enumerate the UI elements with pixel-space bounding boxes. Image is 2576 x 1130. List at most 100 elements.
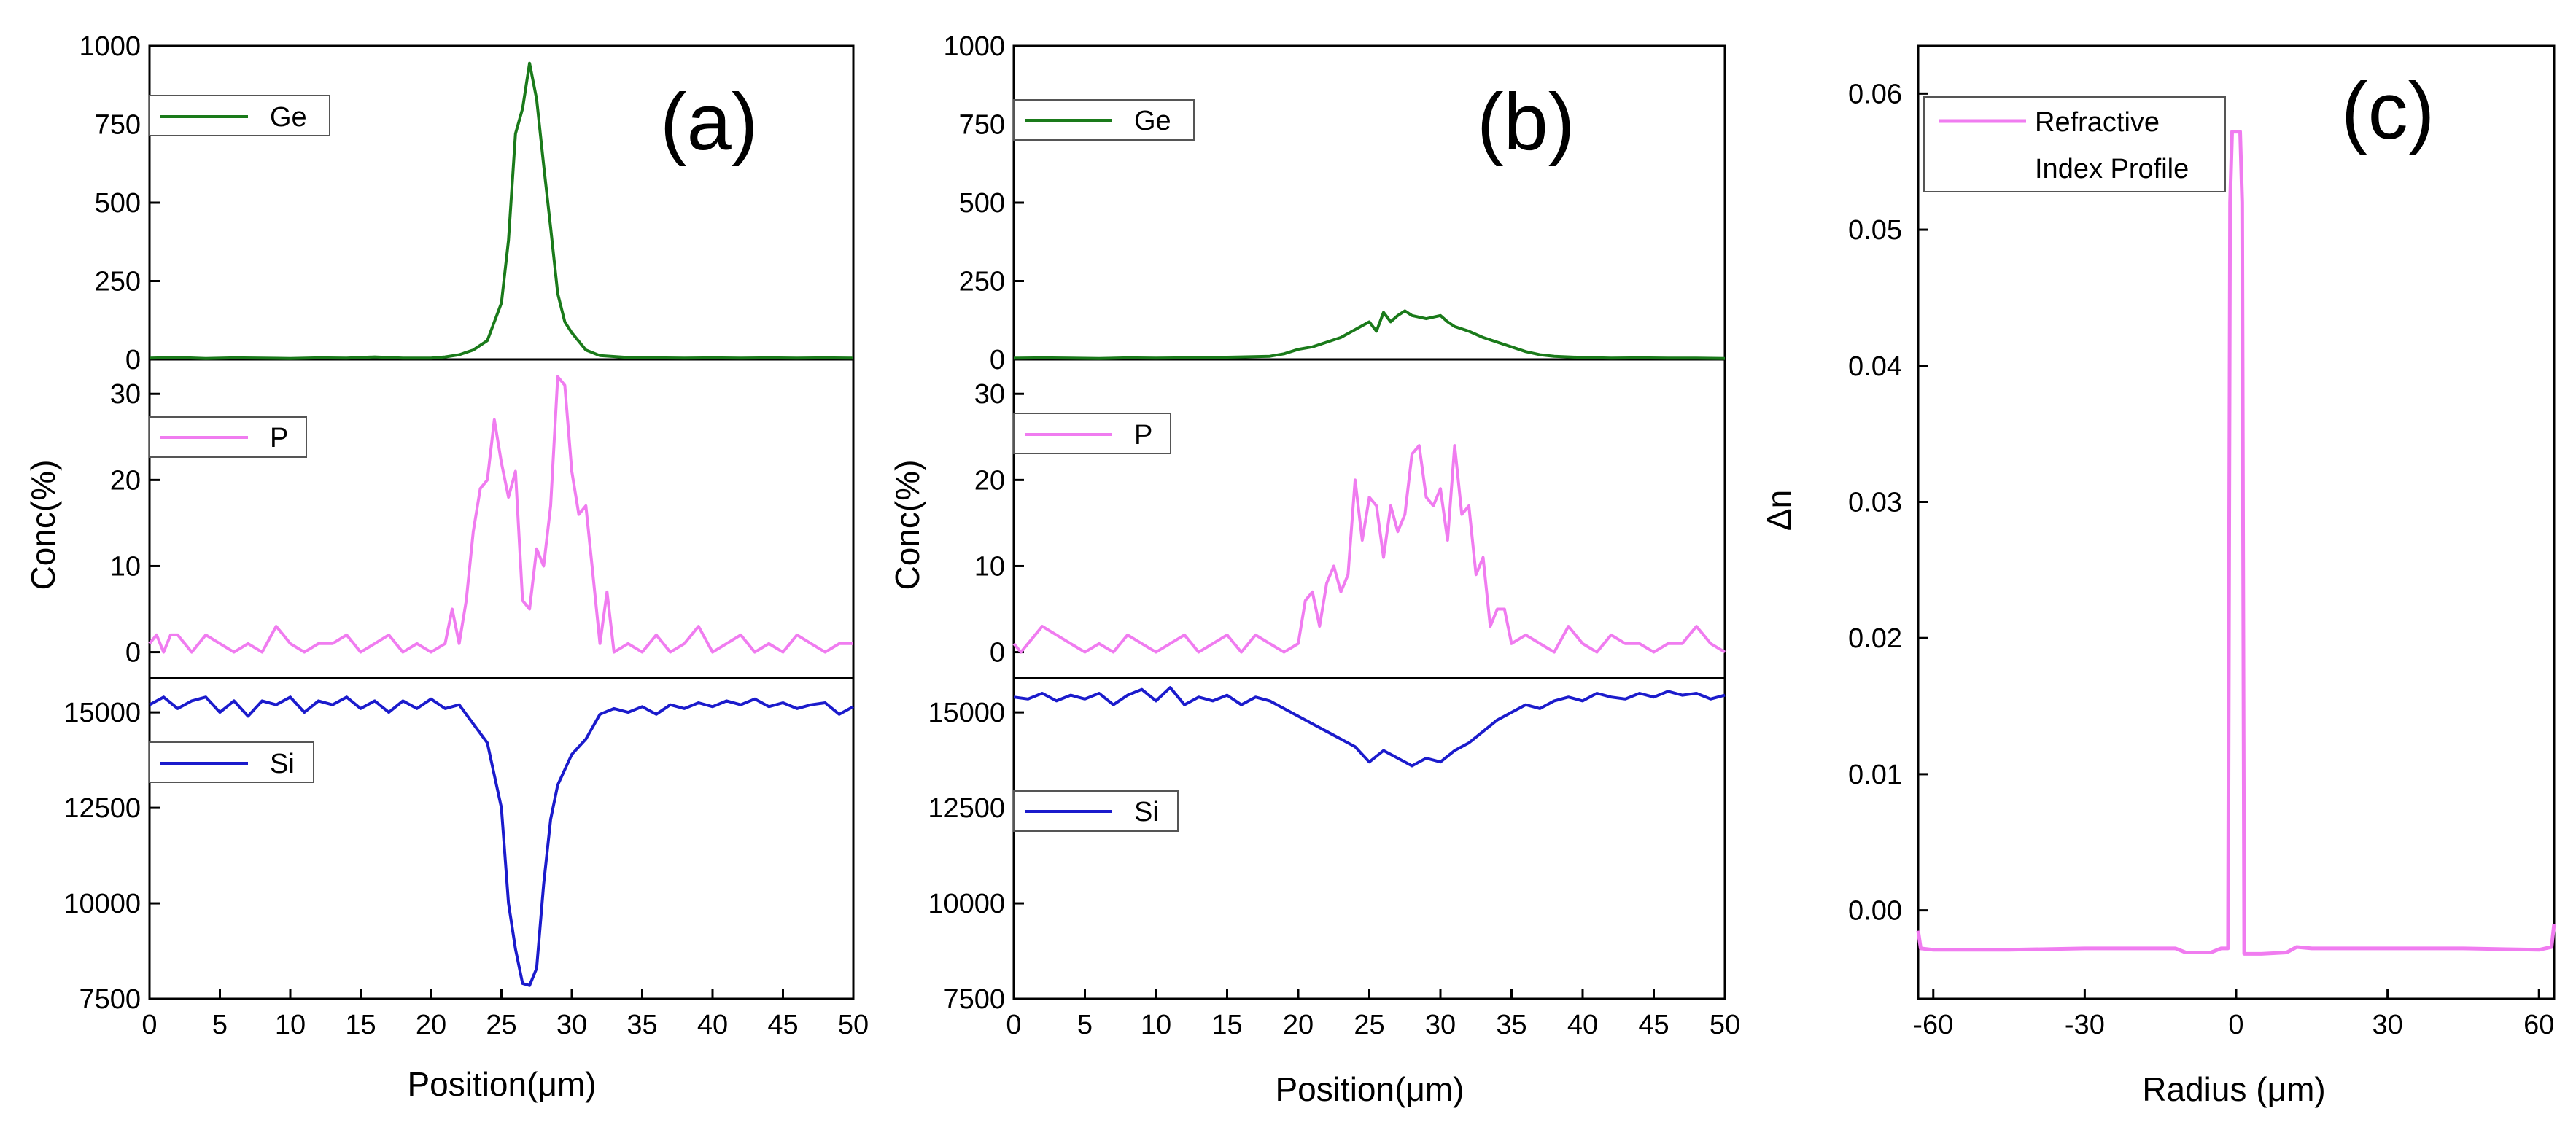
panel-a-si-frame xyxy=(148,677,855,1000)
x-tick-label-b-4: 20 xyxy=(1283,1010,1314,1040)
y-tick-label-b-si-3: 15000 xyxy=(928,698,1005,728)
y-tick-label-a-si-0: 7500 xyxy=(79,984,141,1015)
x-tick-label-c-3: 30 xyxy=(2372,1010,2402,1040)
panel-b-p-legend-label: P xyxy=(1134,420,1152,451)
y-tick-label-c-2: 0.02 xyxy=(1848,623,1902,654)
y-tick-label-b-ge-4: 1000 xyxy=(943,31,1005,62)
panel-a-si-legend-label: Si xyxy=(270,749,295,779)
y-tick-label-c-5: 0.05 xyxy=(1848,215,1902,246)
panel-a-x-ticks: 0 5 10 15 20 25 30 35 40 45 50 xyxy=(141,989,869,1040)
x-tick-label-a-6: 30 xyxy=(556,1010,587,1040)
panel-b: 0250500750100001020307500100001250015000… xyxy=(888,31,1740,1108)
x-tick-label-a-2: 10 xyxy=(275,1010,306,1040)
panel-c-x-ticks: -60 -30 0 30 60 xyxy=(1913,989,2554,1040)
y-tick-label-b-p-1: 10 xyxy=(974,551,1005,582)
y-tick-label-c-1: 0.01 xyxy=(1848,760,1902,790)
panel-a-si-legend: Si xyxy=(149,741,314,783)
x-tick-label-b-3: 15 xyxy=(1211,1010,1242,1040)
x-tick-label-b-6: 30 xyxy=(1425,1010,1456,1040)
x-tick-label-c-0: -60 xyxy=(1913,1010,1953,1040)
panel-c-refractive-index-line xyxy=(1916,130,2556,956)
x-tick-label-c-1: -30 xyxy=(2065,1010,2105,1040)
x-tick-label-a-4: 20 xyxy=(416,1010,446,1040)
panel-a: 0250500750100001020307500100001250015000… xyxy=(24,31,869,1103)
panel-c-y-ticks: 0.00 0.01 0.02 0.03 0.04 0.05 0.06 xyxy=(1848,79,1928,927)
y-tick-label-a-ge-4: 1000 xyxy=(79,31,141,62)
x-tick-label-b-9: 45 xyxy=(1638,1010,1669,1040)
panel-c-legend: Refractive Index Profile xyxy=(1923,96,2226,192)
panel-b-y-title: Conc(%) xyxy=(888,460,926,591)
panel-c-x-title: Radius (μm) xyxy=(2142,1070,2325,1108)
panel-b-p-legend: P xyxy=(1013,413,1171,454)
y-tick-label-b-si-1: 10000 xyxy=(928,889,1005,919)
y-tick-label-a-ge-1: 250 xyxy=(95,267,141,297)
panel-b-si-legend-label: Si xyxy=(1134,797,1159,827)
panel-b-si-legend: Si xyxy=(1013,790,1179,832)
panel-c-legend-box xyxy=(1923,96,2226,192)
y-tick-label-c-3: 0.03 xyxy=(1848,487,1902,518)
panel-b-x-ticks: 0 5 10 15 20 25 30 35 40 45 50 xyxy=(1006,989,1740,1040)
panel-c: 0.00 0.01 0.02 0.03 0.04 0.05 0.06 -60 -30 0 30 60… xyxy=(1760,44,2556,1108)
y-tick-label-a-p-3: 30 xyxy=(110,379,141,410)
panel-c-legend-line-1: Refractive xyxy=(2035,107,2160,138)
y-tick-label-b-ge-2: 500 xyxy=(959,188,1005,219)
x-tick-label-a-5: 25 xyxy=(486,1010,516,1040)
panel-a-p-legend-label: P xyxy=(270,423,288,453)
x-tick-label-b-1: 5 xyxy=(1077,1010,1093,1040)
x-tick-label-c-4: 60 xyxy=(2523,1010,2554,1040)
panel-a-x-title: Position(μm) xyxy=(407,1065,596,1103)
panel-b-ge-legend: Ge xyxy=(1013,99,1195,141)
x-tick-label-a-3: 15 xyxy=(345,1010,376,1040)
panel-b-letter: (b) xyxy=(1477,77,1575,167)
y-tick-label-a-si-1: 10000 xyxy=(63,889,141,919)
panel-b-p-frame xyxy=(1012,358,1726,679)
x-tick-label-b-5: 25 xyxy=(1354,1010,1384,1040)
panel-b-ge-frame xyxy=(1012,44,1726,361)
x-tick-label-b-7: 35 xyxy=(1496,1010,1526,1040)
panel-b-si-frame xyxy=(1012,677,1726,1000)
y-tick-label-a-ge-2: 500 xyxy=(95,188,141,219)
panel-c-letter: (c) xyxy=(2341,66,2435,156)
y-tick-label-a-p-0: 0 xyxy=(125,638,141,669)
x-tick-label-b-2: 10 xyxy=(1141,1010,1171,1040)
y-tick-label-b-si-2: 12500 xyxy=(928,793,1005,824)
x-tick-label-a-0: 0 xyxy=(141,1010,157,1040)
y-tick-label-a-ge-3: 750 xyxy=(95,110,141,141)
panel-a-p-line xyxy=(148,375,853,654)
x-tick-label-a-1: 5 xyxy=(212,1010,228,1040)
panel-a-ge-legend: Ge xyxy=(149,95,330,136)
panel-b-x-title: Position(μm) xyxy=(1275,1070,1464,1108)
panel-c-legend-line-2: Index Profile xyxy=(2035,154,2189,184)
y-tick-label-b-si-0: 7500 xyxy=(943,984,1005,1015)
y-tick-label-a-p-1: 10 xyxy=(110,551,141,582)
x-tick-label-a-10: 50 xyxy=(838,1010,869,1040)
y-tick-label-a-ge-0: 0 xyxy=(125,345,141,375)
y-tick-label-b-ge-3: 750 xyxy=(959,110,1005,141)
y-tick-label-b-p-2: 20 xyxy=(974,465,1005,496)
panel-c-y-title: Δn xyxy=(1760,490,1798,531)
y-tick-label-c-6: 0.06 xyxy=(1848,79,1902,109)
y-tick-label-c-4: 0.04 xyxy=(1848,351,1902,382)
panel-a-ge-legend-label: Ge xyxy=(270,102,307,133)
y-tick-label-a-p-2: 20 xyxy=(110,465,141,496)
x-tick-label-b-8: 40 xyxy=(1567,1010,1598,1040)
x-tick-label-b-10: 50 xyxy=(1710,1010,1740,1040)
y-tick-label-b-ge-0: 0 xyxy=(990,345,1005,375)
panel-b-si-line xyxy=(1013,686,1726,768)
panel-b-ge-legend-label: Ge xyxy=(1134,106,1171,136)
x-tick-label-a-8: 40 xyxy=(697,1010,728,1040)
panel-a-letter: (a) xyxy=(660,77,758,167)
panel-a-p-legend: P xyxy=(149,416,307,458)
panel-b-ge-line xyxy=(1013,309,1726,360)
x-tick-label-a-7: 35 xyxy=(626,1010,657,1040)
panel-a-y-title: Conc(%) xyxy=(24,460,62,591)
x-tick-label-b-0: 0 xyxy=(1006,1010,1021,1040)
x-tick-label-a-9: 45 xyxy=(767,1010,798,1040)
panel-b-p-line xyxy=(1012,444,1726,654)
x-tick-label-c-2: 0 xyxy=(2228,1010,2243,1040)
y-tick-label-c-0: 0.00 xyxy=(1848,896,1902,927)
panel-a-si-line xyxy=(149,695,854,987)
